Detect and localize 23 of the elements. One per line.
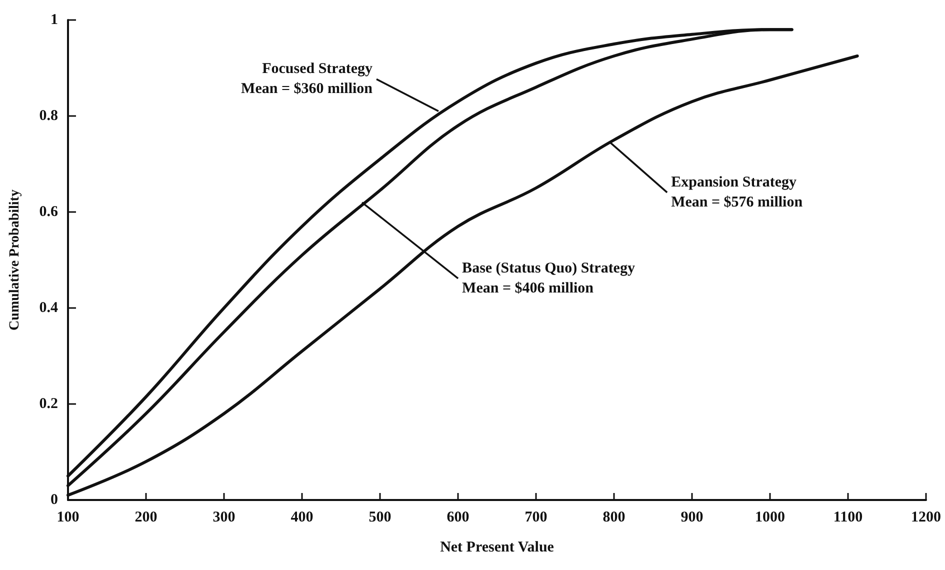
x-tick-label: 800 — [602, 510, 626, 526]
y-tick-label: 1 — [50, 12, 58, 28]
y-tick-label: 0.2 — [39, 396, 58, 412]
x-tick-label: 200 — [134, 510, 158, 526]
y-tick-label: 0.4 — [39, 300, 58, 316]
y-tick-label: 0.6 — [39, 204, 58, 220]
annotation: Base (Status Quo) Strategy Mean = $406 million — [462, 260, 636, 296]
x-tick-label: 1100 — [833, 510, 863, 526]
annotation: Focused Strategy Mean = $360 million — [241, 61, 374, 98]
x-tick-label: 300 — [212, 510, 236, 526]
y-tick-label: 0.8 — [39, 108, 58, 124]
x-tick-label: 400 — [290, 510, 314, 526]
x-tick-label: 900 — [680, 510, 704, 526]
annotation: Expansion Strategy Mean = $576 million — [671, 174, 804, 210]
x-tick-label: 1000 — [755, 510, 785, 526]
y-tick-label: 0 — [50, 492, 58, 508]
x-tick-label: 1200 — [911, 510, 941, 526]
x-tick-label: 100 — [56, 510, 80, 526]
y-axis-title: Cumulative Probability — [8, 190, 22, 330]
x-tick-label: 700 — [524, 510, 548, 526]
x-axis-title: Net Present Value — [440, 540, 554, 556]
x-tick-label: 500 — [368, 510, 392, 526]
x-tick-label: 600 — [446, 510, 470, 526]
